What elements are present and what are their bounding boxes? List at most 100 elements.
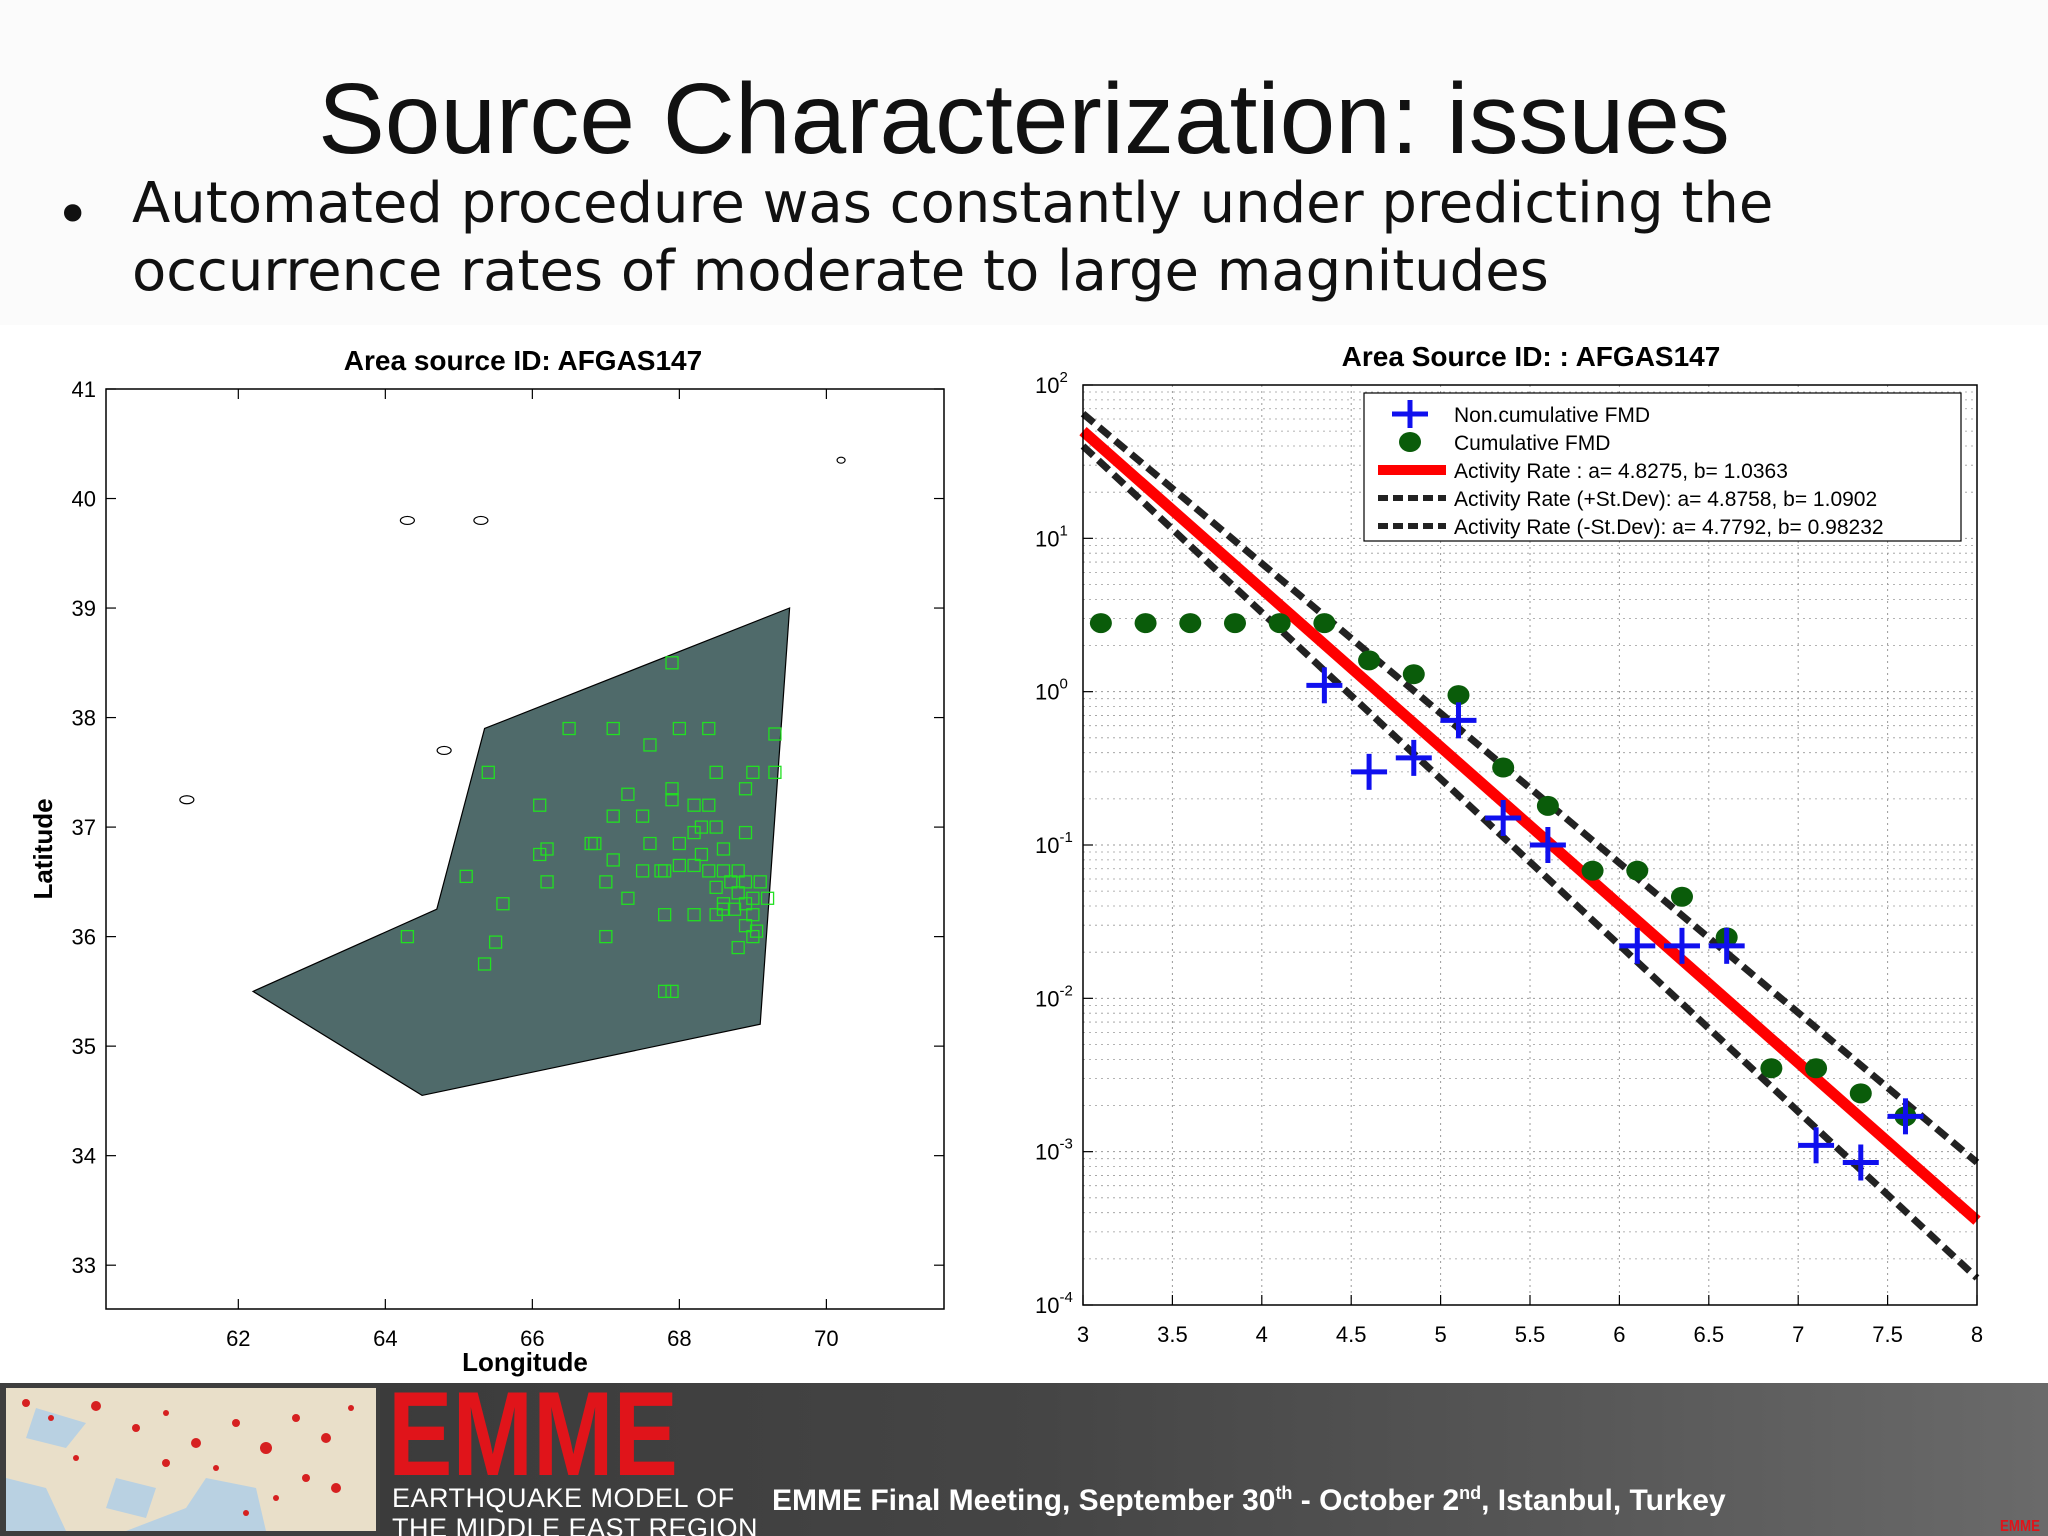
noncumulative-fmd-point bbox=[1619, 927, 1656, 964]
epicenter-marker bbox=[738, 875, 753, 889]
epicenter-marker bbox=[599, 929, 613, 944]
emme-logo-text: EMME bbox=[388, 1383, 678, 1501]
meeting-sup-1: th bbox=[1275, 1483, 1293, 1503]
cumulative-fmd-point bbox=[1313, 613, 1336, 634]
epicenter-marker bbox=[621, 891, 635, 905]
epicenter-marker bbox=[731, 940, 745, 955]
epicenter-marker bbox=[658, 908, 672, 922]
epicenter-marker bbox=[738, 782, 753, 796]
map-ylabel: Latitude bbox=[28, 798, 58, 899]
fmd-legend-box bbox=[1363, 392, 1962, 542]
epicenter-marker bbox=[768, 727, 782, 741]
cumulative-fmd-point bbox=[1134, 613, 1157, 634]
epicenter-marker bbox=[665, 656, 679, 670]
cumulative-fmd-point bbox=[1849, 1083, 1872, 1104]
epicenter-marker bbox=[687, 858, 701, 873]
fmd-xtick-label: 6 bbox=[1613, 1322, 1625, 1347]
footer-organization: EARTHQUAKE MODEL OF THE MIDDLE EAST REGI… bbox=[392, 1483, 758, 1536]
coastline-outline bbox=[836, 456, 846, 464]
cumulative-fmd-point bbox=[1626, 860, 1649, 881]
map-xtick-label: 66 bbox=[520, 1326, 544, 1351]
footer-meeting-info: EMME Final Meeting, September 30th - Oct… bbox=[772, 1483, 1726, 1518]
activity-rate-line bbox=[1079, 427, 1981, 1225]
map-ytick-label: 41 bbox=[72, 377, 96, 402]
epicenter-marker bbox=[768, 765, 782, 779]
noncumulative-fmd-point bbox=[1485, 799, 1522, 836]
epicenter-marker bbox=[400, 929, 415, 944]
noncumulative-fmd-point bbox=[1842, 1144, 1879, 1181]
activity-rate-stdev-line bbox=[1080, 411, 1980, 1166]
noncumulative-fmd-point bbox=[1798, 1127, 1835, 1164]
map-xtick-label: 62 bbox=[226, 1326, 250, 1351]
epicenter-marker bbox=[709, 880, 723, 894]
epicenter-marker bbox=[665, 782, 679, 796]
cumulative-fmd-point bbox=[1760, 1058, 1783, 1079]
epicenter-marker bbox=[477, 957, 492, 971]
epicenter-marker bbox=[606, 809, 620, 823]
fmd-ytick-label: 10-3 bbox=[1035, 1136, 1073, 1165]
map-ytick-label: 38 bbox=[72, 706, 96, 731]
noncumulative-fmd-point bbox=[1708, 927, 1745, 964]
epicenter-marker bbox=[488, 935, 503, 949]
map-title: Area source ID: AFGAS147 bbox=[344, 345, 702, 376]
meeting-part-a: EMME Final Meeting, September 30 bbox=[772, 1484, 1276, 1517]
fmd-ytick-label: 10-1 bbox=[1035, 829, 1073, 858]
slide-header bbox=[0, 0, 2048, 325]
noncumulative-fmd-point bbox=[1529, 827, 1566, 863]
epicenter-marker bbox=[738, 825, 753, 840]
cumulative-fmd-point bbox=[1268, 613, 1291, 634]
map-xtick-label: 70 bbox=[814, 1326, 838, 1351]
epicenter-marker bbox=[562, 721, 576, 736]
fmd-xtick-label: 4 bbox=[1256, 1322, 1268, 1347]
cumulative-fmd-point bbox=[1223, 613, 1246, 634]
fmd-xtick-label: 8 bbox=[1971, 1322, 1983, 1347]
map-ytick-label: 39 bbox=[72, 596, 96, 621]
epicenter-marker bbox=[746, 929, 760, 944]
epicenter-marker bbox=[746, 908, 760, 922]
cumulative-fmd-point bbox=[1581, 860, 1604, 881]
meeting-part-b: - October 2 bbox=[1292, 1484, 1460, 1517]
org-line-2: THE MIDDLE EAST REGION bbox=[392, 1513, 759, 1536]
footer-seismicity-map bbox=[6, 1388, 376, 1531]
fmd-xtick-label: 5 bbox=[1434, 1322, 1446, 1347]
epicenter-marker bbox=[540, 875, 554, 889]
slide-title: Source Characterization: issues bbox=[318, 63, 1730, 175]
epicenter-marker bbox=[481, 765, 495, 779]
epicenter-marker bbox=[665, 984, 679, 999]
fmd-ytick-label: 100 bbox=[1035, 676, 1068, 705]
epicenter-marker bbox=[716, 864, 731, 878]
bullet-marker: • bbox=[55, 180, 91, 250]
epicenter-marker bbox=[694, 847, 709, 862]
footer-city-photo bbox=[380, 1383, 2048, 1536]
noncumulative-fmd-point bbox=[1306, 667, 1343, 704]
epicenter-marker bbox=[606, 853, 620, 867]
legend-entry-label: Activity Rate (+St.Dev): a= 4.8758, b= 1… bbox=[1454, 488, 1877, 511]
epicenter-marker bbox=[672, 836, 687, 851]
epicenter-marker bbox=[760, 891, 775, 905]
map-plot-frame bbox=[105, 388, 945, 1310]
legend-swatch-cumulative bbox=[1399, 432, 1421, 452]
epicenter-marker bbox=[533, 847, 547, 862]
cumulative-fmd-point bbox=[1179, 613, 1202, 634]
map-xtick-label: 64 bbox=[373, 1326, 397, 1351]
fmd-xtick-label: 4.5 bbox=[1336, 1322, 1367, 1347]
noncumulative-fmd-point bbox=[1887, 1098, 1924, 1135]
epicenter-marker bbox=[459, 869, 473, 884]
epicenter-marker bbox=[709, 765, 723, 779]
epicenter-marker bbox=[709, 908, 723, 922]
map-xlabel: Longitude bbox=[462, 1347, 588, 1377]
epicenter-marker bbox=[533, 798, 547, 812]
epicenter-marker bbox=[746, 765, 760, 779]
activity-rate-stdev-line bbox=[1080, 443, 1980, 1281]
epicenter-marker bbox=[643, 738, 657, 752]
epicenter-marker bbox=[672, 721, 687, 736]
area-source-polygon bbox=[251, 607, 791, 1097]
epicenter-marker bbox=[606, 721, 620, 736]
emme-corner-mark-text: EMME bbox=[2000, 1518, 2040, 1534]
map-xtick-label: 68 bbox=[667, 1326, 691, 1351]
epicenter-marker bbox=[672, 858, 687, 873]
cumulative-fmd-point bbox=[1089, 613, 1112, 634]
fmd-chart: Area Source ID: : AFGAS147 3 3.5 4 4.5 5 5.5 6… bbox=[1035, 341, 1983, 1347]
noncumulative-fmd-point bbox=[1395, 739, 1432, 776]
map-ytick-label: 37 bbox=[72, 815, 96, 840]
